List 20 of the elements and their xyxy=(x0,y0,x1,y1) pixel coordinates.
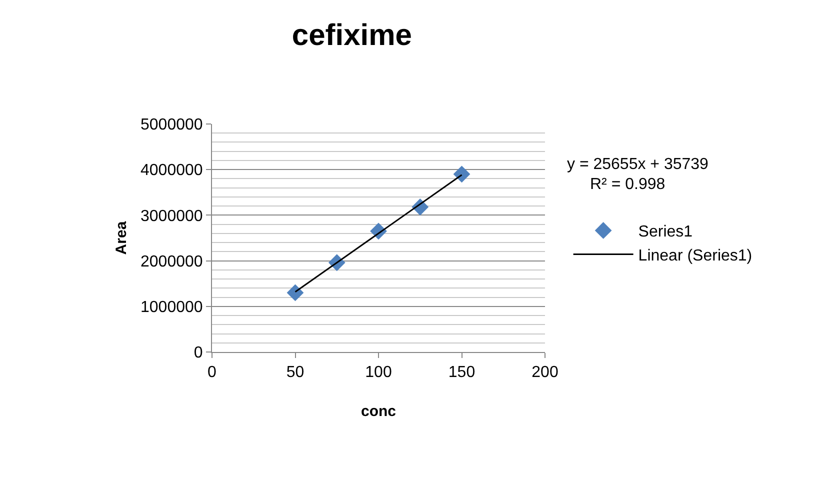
text: y = 25655x + 35739 xyxy=(567,156,709,173)
y-tick-label: 5000000 xyxy=(140,116,203,134)
point xyxy=(453,166,470,183)
x-axis-title: conc xyxy=(360,403,396,420)
x-tick-label: 50 xyxy=(286,364,304,382)
legend-label: Linear (Series1) xyxy=(638,248,752,264)
y-tick-label: 2000000 xyxy=(140,253,203,270)
x-tick-label: 100 xyxy=(365,364,392,382)
chart-title: cefixime xyxy=(292,18,412,52)
y-tick-label: 3000000 xyxy=(140,208,203,225)
legend-label: Series1 xyxy=(638,224,693,241)
text: R² = 0.998 xyxy=(590,176,666,193)
x-tick-label: 200 xyxy=(532,364,558,382)
x-tick-label: 0 xyxy=(208,364,217,382)
y-tick-label: 0 xyxy=(194,344,203,362)
x-tick-label: 150 xyxy=(448,364,476,382)
point xyxy=(286,284,304,302)
y-tick-label: 4000000 xyxy=(140,162,203,180)
y-tick-label: 1000000 xyxy=(140,299,203,316)
y-axis-title: Area xyxy=(112,220,130,255)
